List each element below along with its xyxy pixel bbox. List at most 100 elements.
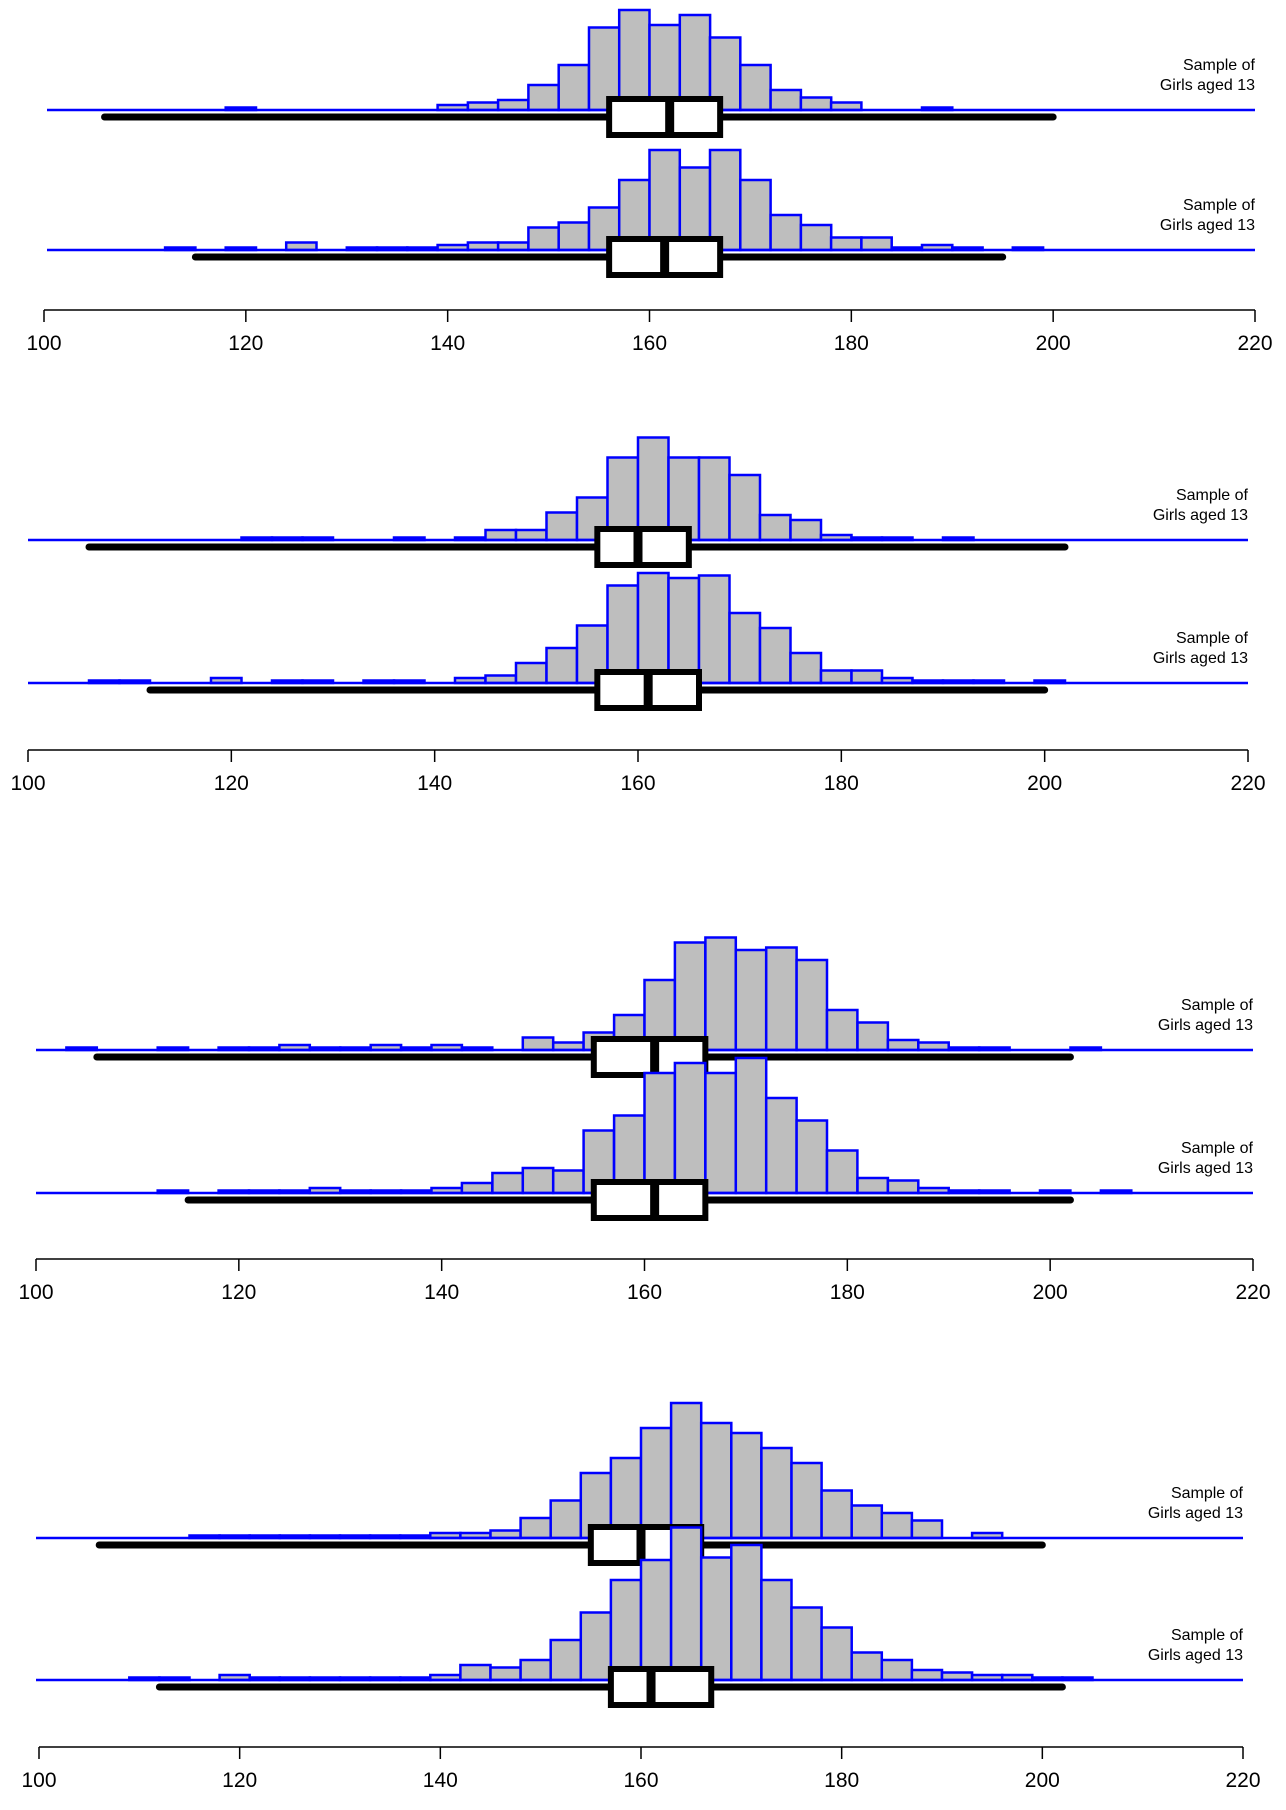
histogram-bar: [521, 1166, 555, 1195]
histogram-bar: [764, 946, 798, 1052]
series-label-line2: Girls aged 13: [1158, 1160, 1253, 1177]
histogram-bar: [519, 1516, 552, 1540]
histogram-bar: [730, 1431, 763, 1540]
histogram-bar: [856, 1021, 890, 1052]
histogram-bar: [639, 1426, 673, 1540]
histogram-bar: [514, 661, 548, 685]
histogram-bar: [636, 436, 670, 542]
histogram-bar: [697, 456, 731, 542]
histogram-bar: [545, 511, 579, 542]
x-tick-label: 220: [1225, 1769, 1260, 1792]
histogram-bar: [606, 584, 640, 685]
histogram-bar: [739, 63, 772, 112]
series-label-line2: Girls aged 13: [1158, 1017, 1253, 1034]
histogram-bar: [790, 1461, 823, 1540]
histogram-bar: [758, 626, 792, 685]
x-tick-label: 120: [214, 772, 249, 795]
x-tick-label: 100: [26, 332, 61, 355]
x-tick-label: 180: [834, 332, 869, 355]
histogram-bar: [886, 1038, 920, 1052]
histogram-bar: [760, 1446, 793, 1540]
histogram-bar: [789, 518, 823, 542]
histogram-bar: [545, 646, 579, 685]
x-tick-label: 220: [1230, 772, 1265, 795]
histogram-bar: [799, 223, 833, 252]
histogram-bar: [825, 1008, 859, 1052]
histogram-bar: [829, 236, 863, 252]
histogram-bar: [856, 1176, 890, 1195]
histogram-bar: [549, 1499, 583, 1540]
x-tick-label: 220: [1235, 1281, 1270, 1304]
series-label-line1: Sample of: [1181, 997, 1254, 1014]
series-label-line2: Girls aged 13: [1153, 507, 1248, 524]
histogram-bar: [739, 178, 772, 252]
histogram-bar: [730, 1543, 763, 1682]
x-tick-label: 200: [1027, 772, 1062, 795]
x-tick-label: 220: [1237, 332, 1272, 355]
histogram-bar: [549, 1638, 583, 1682]
x-tick-label: 120: [222, 1769, 257, 1792]
boxplot-box: [594, 526, 692, 568]
histogram-bar: [850, 1651, 884, 1682]
histogram-bar: [557, 221, 591, 252]
histogram-bar: [728, 611, 762, 685]
series-label-line1: Sample of: [1183, 57, 1256, 74]
histogram-bar: [820, 1489, 853, 1540]
histogram-bar: [514, 528, 548, 542]
series-label-line1: Sample of: [1171, 1485, 1244, 1502]
histogram-bar: [789, 651, 823, 685]
x-tick-label: 120: [228, 332, 263, 355]
boxplot-box: [590, 1179, 709, 1221]
histogram-bar: [910, 1668, 944, 1682]
histogram-bar: [491, 1171, 525, 1195]
series-label-line1: Sample of: [1183, 197, 1256, 214]
histogram-bar: [728, 473, 762, 542]
series-label-line1: Sample of: [1176, 487, 1249, 504]
histogram-bar: [575, 496, 609, 542]
x-tick-label: 200: [1036, 332, 1071, 355]
series-label-line2: Girls aged 13: [1148, 1505, 1243, 1522]
histogram-bar: [734, 948, 768, 1052]
histogram-bar: [760, 1578, 793, 1682]
histogram-bar: [551, 1169, 585, 1195]
histogram-bar: [669, 1526, 703, 1682]
histogram-bar: [850, 669, 884, 685]
x-tick-label: 100: [10, 772, 45, 795]
histogram-bar: [734, 1056, 768, 1195]
histogram-bar: [708, 148, 742, 252]
x-tick-label: 200: [1025, 1769, 1060, 1792]
histogram-bar: [795, 1119, 829, 1195]
x-tick-label: 100: [21, 1769, 56, 1792]
x-tick-label: 140: [430, 332, 465, 355]
histogram-bar: [825, 1149, 859, 1195]
histogram-bar: [617, 8, 651, 112]
x-tick-label: 160: [632, 332, 667, 355]
series-label-line2: Girls aged 13: [1148, 1647, 1243, 1664]
x-tick-label: 140: [417, 772, 452, 795]
histogram-bar: [521, 1036, 555, 1052]
x-tick-label: 160: [623, 1769, 658, 1792]
series-label-line2: Girls aged 13: [1160, 217, 1255, 234]
histogram-bar: [579, 1611, 613, 1682]
boxplot-box: [606, 96, 724, 138]
histogram-bar: [704, 1071, 738, 1195]
histogram-bar: [880, 1511, 914, 1540]
histogram-bar: [673, 1061, 707, 1195]
histogram-bar: [648, 148, 682, 252]
x-tick-label: 200: [1033, 1281, 1068, 1304]
x-tick-label: 120: [221, 1281, 256, 1304]
x-tick-label: 160: [627, 1281, 662, 1304]
histogram-bar: [850, 1504, 884, 1540]
boxplot-box: [607, 1666, 715, 1708]
histogram-bar: [678, 13, 712, 112]
x-tick-label: 100: [18, 1281, 53, 1304]
histogram-bar: [667, 576, 701, 685]
histogram-bar: [697, 574, 731, 685]
histogram-bar: [758, 513, 792, 542]
series-label-line2: Girls aged 13: [1153, 650, 1248, 667]
histogram-bar: [669, 1401, 703, 1540]
histogram-bar: [860, 236, 893, 252]
x-tick-label: 180: [824, 772, 859, 795]
histogram-bar: [880, 1658, 914, 1682]
